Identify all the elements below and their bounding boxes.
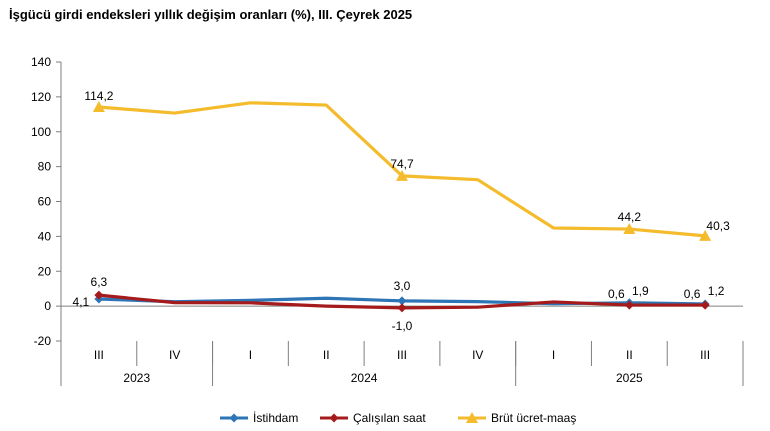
data-labels: 114,2 74,7 44,2 40,3 6,34,1 3,0 -1,0 0,6 1,9 0,6 1… xyxy=(73,89,731,333)
data-label: 44,2 xyxy=(618,210,642,224)
data-label: -1,0 xyxy=(392,319,413,333)
data-label: 114,2 xyxy=(84,89,113,103)
x-tick-label: I xyxy=(249,348,252,362)
x-tick-label: III xyxy=(700,348,710,362)
legend-marker xyxy=(329,413,339,423)
legend-item: İstihdam xyxy=(220,411,298,425)
legend-marker xyxy=(229,413,239,423)
x-tick-label: I xyxy=(552,348,555,362)
y-tick-label: 120 xyxy=(31,90,51,104)
data-label: 3,0 xyxy=(394,279,411,293)
y-tick-label: -20 xyxy=(34,334,52,348)
data-label: 6,3 xyxy=(91,275,108,289)
data-point-marker xyxy=(397,303,407,313)
data-point-marker xyxy=(396,169,408,181)
y-tick-label: 100 xyxy=(31,125,51,139)
x-tick-label: II xyxy=(626,348,633,362)
data-label: 4,1 xyxy=(73,295,90,309)
data-label: 1,2 xyxy=(708,284,725,298)
year-group-label: 2023 xyxy=(123,371,150,385)
legend-item: Brüt ücret-maaş xyxy=(458,411,576,425)
legend-label: Çalışılan saat xyxy=(353,411,426,425)
x-tick-label: IV xyxy=(169,348,180,362)
data-label: 40,3 xyxy=(706,219,730,233)
series--al-lan-saat xyxy=(94,290,710,313)
data-label: 1,9 xyxy=(632,284,649,298)
x-tick-label: III xyxy=(397,348,407,362)
data-label: 74,7 xyxy=(390,157,414,171)
data-point-marker xyxy=(92,100,105,112)
y-tick-label: 0 xyxy=(44,299,51,313)
chart-title: İşgücü girdi endeksleri yıllık değişim o… xyxy=(9,7,413,22)
year-group-label: 2024 xyxy=(351,371,378,385)
series-layer xyxy=(92,100,712,313)
data-point-marker xyxy=(397,296,407,306)
data-point-marker xyxy=(94,290,104,300)
data-point-marker xyxy=(624,300,634,310)
data-point-marker xyxy=(700,300,710,310)
y-tick-label: 60 xyxy=(38,195,52,209)
data-label: 0,6 xyxy=(608,287,625,301)
y-tick-label: 20 xyxy=(38,264,52,278)
year-group-label: 2025 xyxy=(616,371,643,385)
data-point-marker xyxy=(699,229,712,241)
x-tick-label: III xyxy=(94,348,104,362)
legend-label: İstihdam xyxy=(253,411,298,425)
legend-marker xyxy=(466,412,478,423)
legend-item: Çalışılan saat xyxy=(320,411,426,425)
legend: İstihdam Çalışılan saat Brüt ücret-maaş xyxy=(220,411,576,425)
x-tick-label: IV xyxy=(472,348,483,362)
data-label: 0,6 xyxy=(684,287,701,301)
x-tick-label: II xyxy=(323,348,330,362)
y-tick-label: 80 xyxy=(38,160,52,174)
series-br-t-cret-maa- xyxy=(92,100,712,241)
data-point-marker xyxy=(623,223,636,235)
y-tick-label: 140 xyxy=(31,55,51,69)
legend-label: Brüt ücret-maaş xyxy=(491,411,576,425)
y-tick-label: 40 xyxy=(38,229,52,243)
